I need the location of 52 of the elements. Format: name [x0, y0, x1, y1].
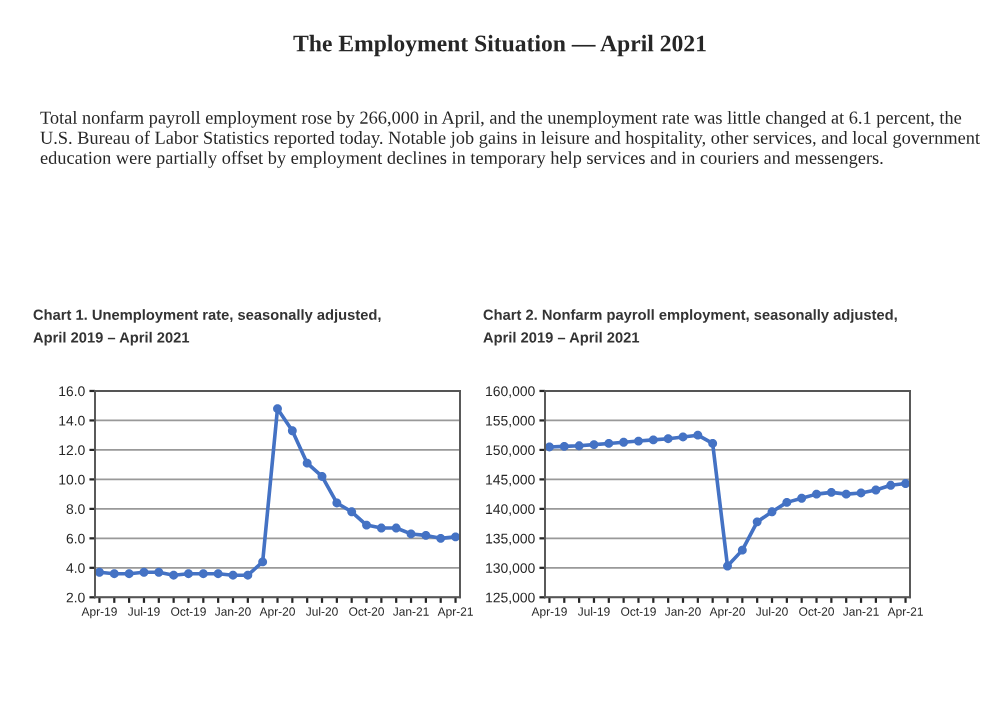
point [767, 507, 777, 517]
point [663, 434, 673, 444]
point [648, 435, 658, 445]
point [139, 567, 149, 577]
point [826, 487, 836, 497]
point [228, 570, 238, 580]
point [184, 569, 193, 579]
point [213, 569, 223, 579]
point [634, 436, 643, 446]
point [871, 485, 881, 495]
point [391, 523, 401, 533]
point [559, 441, 569, 451]
text: The Employment Situation — April 2021 [293, 34, 706, 57]
point [901, 479, 910, 488]
point [258, 557, 268, 567]
point [678, 432, 688, 442]
point [273, 404, 282, 414]
point [317, 472, 327, 481]
point [362, 520, 371, 530]
point [347, 507, 357, 517]
point [302, 458, 312, 468]
point [332, 498, 342, 508]
point [287, 426, 297, 436]
point [856, 488, 866, 498]
point [376, 523, 386, 533]
point [589, 440, 599, 450]
point [782, 497, 792, 507]
point [619, 437, 629, 447]
point [243, 570, 253, 580]
point [797, 493, 807, 503]
point [436, 533, 446, 543]
point [109, 569, 119, 579]
point [545, 442, 554, 452]
point [886, 480, 896, 490]
point [708, 438, 718, 448]
point [693, 430, 703, 440]
point [124, 569, 134, 579]
point [406, 529, 416, 539]
point [752, 517, 762, 527]
point [95, 567, 104, 577]
text: Total nonfarm payroll employment rose by 266,000 in April, and the unemployment rate was little changed at 6.1 percent, the U.S. Bureau of Labor Statistics reported today. Notable job gains in leisure and hospitality, other services, and local government education were partially offset by employment declines in temporary help services and in couriers and messengers. [40, 110, 980, 168]
point [169, 570, 179, 580]
point [723, 561, 732, 571]
point [604, 438, 614, 448]
point [574, 441, 584, 451]
point [812, 489, 821, 499]
point [421, 530, 431, 540]
point [198, 569, 208, 579]
point [841, 489, 851, 499]
point [737, 545, 747, 555]
point [451, 532, 460, 542]
point [154, 567, 164, 577]
